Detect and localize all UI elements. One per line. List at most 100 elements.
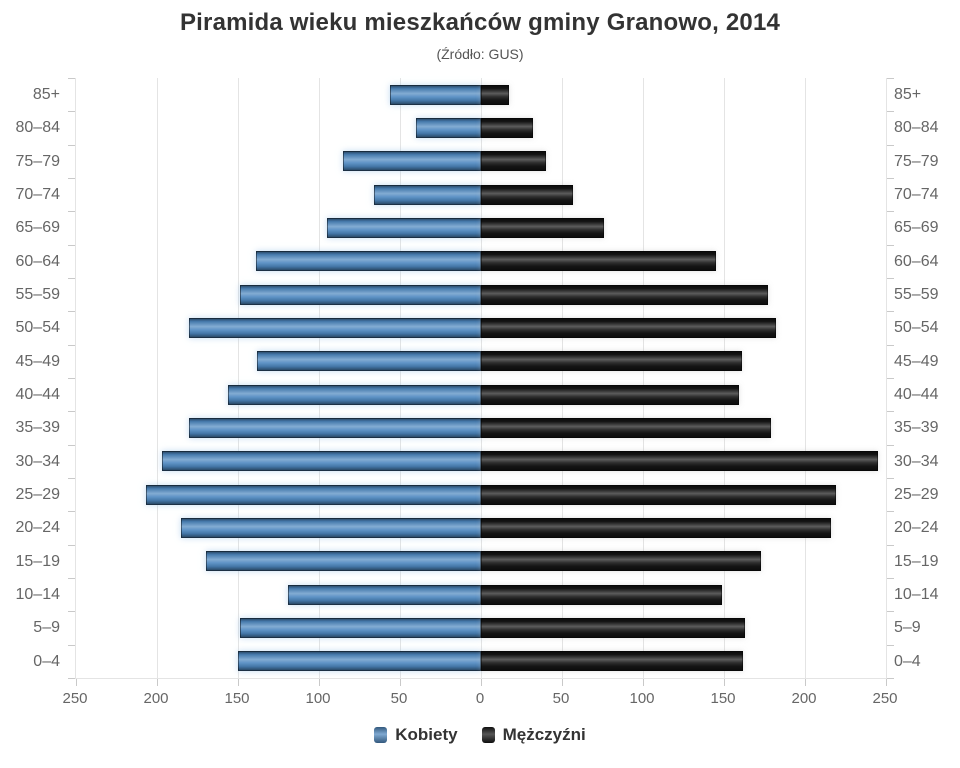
y-axis-tick-right <box>887 378 894 379</box>
age-group-label-left: 85+ <box>32 86 60 103</box>
plot-area <box>68 78 894 686</box>
gridline <box>724 78 725 678</box>
bar-kobiety-60–64[interactable] <box>255 251 481 272</box>
x-axis-tick <box>562 679 563 686</box>
age-group-label-right: 5–9 <box>894 619 921 637</box>
x-axis-tick <box>319 679 320 686</box>
x-axis-tick <box>157 679 158 686</box>
x-axis-tick-label: 200 <box>143 690 169 707</box>
bar-kobiety-10–14[interactable] <box>288 584 481 605</box>
bar-mezczyzni-30–34[interactable] <box>481 451 878 472</box>
bar-mezczyzni-40–44[interactable] <box>481 384 739 405</box>
bar-mezczyzni-35–39[interactable] <box>481 418 771 439</box>
gridline <box>157 78 158 678</box>
bar-mezczyzni-15–19[interactable] <box>481 551 762 572</box>
x-axis-tick-label: 50 <box>390 690 408 707</box>
x-axis-tick <box>886 679 887 686</box>
bar-kobiety-25–29[interactable] <box>145 484 481 505</box>
x-axis-tick-label: 150 <box>710 690 736 707</box>
bar-mezczyzni-5–9[interactable] <box>481 618 746 639</box>
bar-mezczyzni-55–59[interactable] <box>481 284 768 305</box>
gridline <box>400 78 401 678</box>
x-axis-tick-label: 250 <box>872 690 898 707</box>
y-axis-tick-right <box>887 478 894 479</box>
age-group-label-right: 65–69 <box>894 219 939 237</box>
legend-item-kobiety[interactable]: Kobiety <box>374 725 458 745</box>
chart-subtitle: (Źródło: GUS) <box>436 46 524 62</box>
bar-kobiety-55–59[interactable] <box>239 284 481 305</box>
y-axis-tick-right <box>887 278 894 279</box>
y-axis-tick-right <box>887 511 894 513</box>
age-group-label-left: 0–4 <box>33 652 60 670</box>
age-group-label-right: 35–39 <box>894 419 939 437</box>
bar-mezczyzni-80–84[interactable] <box>481 118 533 139</box>
bar-kobiety-40–44[interactable] <box>228 384 481 405</box>
bar-kobiety-30–34[interactable] <box>161 451 481 472</box>
bar-mezczyzni-60–64[interactable] <box>481 251 716 272</box>
age-group-label-right: 40–44 <box>894 386 939 403</box>
age-group-label-right: 10–14 <box>894 586 939 603</box>
x-axis-tick <box>724 679 725 686</box>
bar-kobiety-65–69[interactable] <box>327 218 481 239</box>
y-axis-tick-left <box>68 344 75 346</box>
gridline <box>643 78 644 678</box>
y-axis-tick-right <box>887 611 894 613</box>
legend-item-mezczyzni[interactable]: Mężczyźni <box>481 725 586 745</box>
age-group-label-right: 15–19 <box>894 552 939 570</box>
bar-mezczyzni-20–24[interactable] <box>481 518 831 539</box>
y-axis-tick-right <box>887 211 894 213</box>
bar-kobiety-45–49[interactable] <box>257 351 481 372</box>
bar-kobiety-5–9[interactable] <box>239 618 481 639</box>
bar-mezczyzni-50–54[interactable] <box>481 318 776 339</box>
bar-kobiety-70–74[interactable] <box>374 184 481 205</box>
y-axis-tick-right <box>887 578 894 579</box>
x-axis-tick <box>76 679 77 686</box>
x-axis-tick-label: 0 <box>475 690 485 707</box>
age-group-label-right: 25–29 <box>894 486 939 503</box>
bar-kobiety-35–39[interactable] <box>189 418 481 439</box>
bar-mezczyzni-10–14[interactable] <box>481 584 723 605</box>
gridline <box>319 78 320 678</box>
gridline <box>805 78 806 678</box>
bar-kobiety-20–24[interactable] <box>181 518 481 539</box>
y-axis-labels-right: 85+ 80–84 75–79 70–74 65–69 60–64 55–59 50–54 45… <box>894 78 960 678</box>
bar-kobiety-85+[interactable] <box>390 84 481 105</box>
bar-kobiety-80–84[interactable] <box>416 118 481 139</box>
age-group-label-left: 60–64 <box>15 252 61 270</box>
legend-label-mezczyzni: Mężczyźni <box>502 725 586 744</box>
y-axis-tick-left <box>68 678 75 679</box>
age-group-label-left: 40–44 <box>15 386 61 403</box>
age-group-label-left: 35–39 <box>15 419 61 437</box>
age-group-label-left: 70–74 <box>15 186 61 203</box>
age-group-label-left: 65–69 <box>15 219 61 237</box>
bar-mezczyzni-85+[interactable] <box>481 84 509 105</box>
age-group-label-left: 15–19 <box>15 552 61 570</box>
y-axis-tick-right <box>887 678 894 679</box>
y-axis-tick-left <box>68 244 75 246</box>
bar-kobiety-50–54[interactable] <box>189 318 481 339</box>
bar-kobiety-0–4[interactable] <box>238 651 481 672</box>
kobiety-swatch-icon <box>374 727 388 743</box>
bar-mezczyzni-65–69[interactable] <box>481 218 605 239</box>
y-axis-tick-left <box>68 578 75 579</box>
age-group-label-left: 25–29 <box>15 486 61 503</box>
bar-mezczyzni-75–79[interactable] <box>481 151 546 172</box>
age-group-label-right: 85+ <box>894 86 922 103</box>
age-group-label-left: 5–9 <box>33 619 60 637</box>
age-group-label-left: 20–24 <box>15 519 61 537</box>
legend: Kobiety Mężczyźni <box>0 722 960 748</box>
x-axis-tick <box>643 679 644 686</box>
age-group-label-right: 45–49 <box>894 352 939 370</box>
bar-mezczyzni-45–49[interactable] <box>481 351 742 372</box>
gridline <box>562 78 563 678</box>
age-group-label-right: 0–4 <box>894 652 921 670</box>
y-axis-tick-left <box>68 278 75 279</box>
y-axis-tick-left <box>68 178 75 179</box>
bar-mezczyzni-0–4[interactable] <box>481 651 744 672</box>
bar-kobiety-75–79[interactable] <box>343 151 481 172</box>
age-group-label-left: 50–54 <box>15 319 61 337</box>
age-group-label-left: 10–14 <box>15 586 61 603</box>
bar-mezczyzni-70–74[interactable] <box>481 184 574 205</box>
bar-kobiety-15–19[interactable] <box>205 551 481 572</box>
bar-mezczyzni-25–29[interactable] <box>481 484 836 505</box>
